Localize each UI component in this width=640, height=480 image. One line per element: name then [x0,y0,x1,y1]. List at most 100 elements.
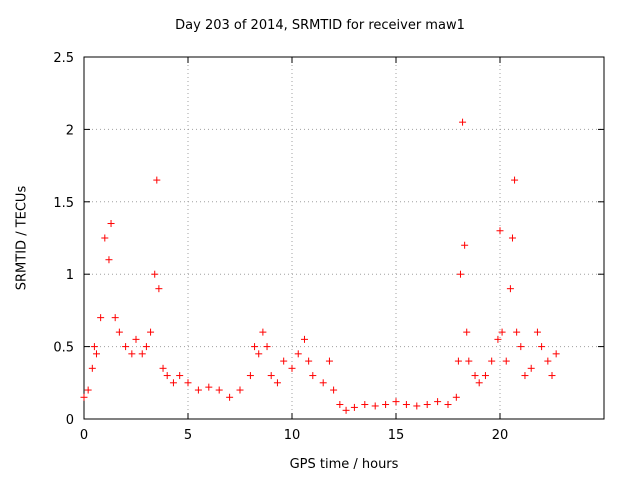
data-point [105,256,113,264]
data-point [454,357,462,365]
grid-lines [84,57,604,419]
data-point [92,350,100,358]
data-point [444,401,452,409]
data-point [215,386,223,394]
data-point [205,383,213,391]
data-point [471,372,479,380]
x-tick-label: 0 [80,428,88,443]
data-point [84,386,92,394]
y-tick-label: 0.5 [53,341,74,356]
data-point [115,328,123,336]
data-point [513,328,521,336]
data-point [325,357,333,365]
data-point [155,285,163,293]
data-point [88,364,96,372]
data-point [267,372,275,380]
data-point [128,350,136,358]
data-point [452,393,460,401]
data-point [498,328,506,336]
data-point [159,364,167,372]
data-point [107,220,115,228]
data-point [361,401,369,409]
data-point [342,406,350,414]
data-point [521,372,529,380]
axis-ticks [83,56,604,420]
data-point [517,343,525,351]
x-tick-label: 20 [492,428,509,443]
data-point [300,335,308,343]
data-point [350,403,358,411]
data-point [330,386,338,394]
data-point [194,386,202,394]
x-tick-label: 15 [388,428,405,443]
data-point [465,357,473,365]
data-point [382,401,390,409]
data-point [336,401,344,409]
data-point [226,393,234,401]
data-point [413,402,421,410]
data-point [255,350,263,358]
data-point [169,379,177,387]
chart-title: Day 203 of 2014, SRMTID for receiver maw… [175,18,465,33]
data-point [481,372,489,380]
data-point [511,176,519,184]
y-axis-label: SRMTID / TECUs [14,185,30,291]
data-point [273,379,281,387]
data-point [263,343,271,351]
data-point [246,372,254,380]
data-point [392,398,400,406]
data-point [552,350,560,358]
data-point [506,285,514,293]
data-point [122,343,130,351]
data-point [496,227,504,235]
data-point [153,176,161,184]
data-point [533,328,541,336]
x-tick-label: 10 [284,428,301,443]
data-point [251,343,259,351]
data-point [280,357,288,365]
data-point [402,401,410,409]
data-point [294,350,302,358]
data-point [319,379,327,387]
tick-labels: 0 5 10 15 20 0 0.5 1 1.5 2 2.5 [53,51,508,443]
data-point [163,372,171,380]
data-point [538,343,546,351]
y-tick-label: 2 [66,123,74,138]
data-point [147,328,155,336]
data-point [434,398,442,406]
data-point [138,350,146,358]
data-point [90,343,98,351]
data-point [151,270,159,278]
y-tick-label: 0 [66,413,74,428]
data-point [305,357,313,365]
x-axis-label: GPS time / hours [289,457,399,472]
data-point [288,364,296,372]
data-point [80,393,88,401]
data-point [259,328,267,336]
data-point [508,234,516,242]
data-point [494,335,502,343]
y-tick-label: 1.5 [53,196,74,211]
data-point [176,372,184,380]
data-point [502,357,510,365]
data-point [463,328,471,336]
data-point [527,364,535,372]
data-point [544,357,552,365]
data-point [101,234,109,242]
data-point [236,386,244,394]
x-tick-label: 5 [184,428,192,443]
data-point [548,372,556,380]
y-tick-label: 2.5 [53,51,74,66]
data-point [488,357,496,365]
data-point [309,372,317,380]
data-point [97,314,105,322]
data-point [184,379,192,387]
data-points [80,118,560,414]
data-point [111,314,119,322]
data-point [461,241,469,249]
data-point [132,335,140,343]
data-point [142,343,150,351]
y-tick-label: 1 [66,268,74,283]
data-point [456,270,464,278]
